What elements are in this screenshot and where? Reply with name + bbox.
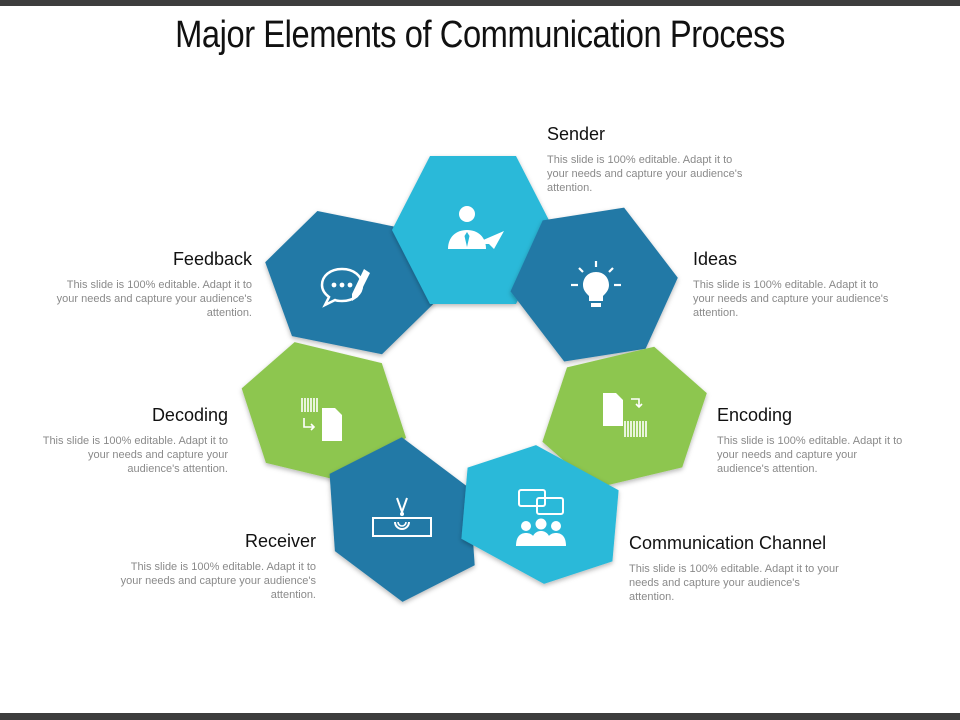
feedback-description: This slide is 100% editable. Adapt it to…: [56, 279, 252, 319]
businessman-paper-plane-icon: [448, 206, 504, 249]
bottom-bar: [0, 713, 960, 720]
hexagon-encoding[interactable]: [542, 346, 707, 489]
hexagon-communication-channel[interactable]: [461, 445, 619, 584]
receiver-description: This slide is 100% editable. Adapt it to…: [120, 561, 316, 601]
antenna-receiver-icon: [372, 497, 432, 537]
hexagon-decoding[interactable]: [241, 342, 406, 484]
label-decoding: Decoding This slide is 100% editable. Ad…: [38, 405, 228, 476]
label-receiver: Receiver This slide is 100% editable. Ad…: [116, 531, 316, 602]
feedback-chat-pencil-icon: [320, 267, 370, 308]
decoding-description: This slide is 100% editable. Adapt it to…: [42, 435, 228, 475]
label-ideas: Ideas This slide is 100% editable. Adapt…: [693, 249, 893, 320]
ideas-description: This slide is 100% editable. Adapt it to…: [693, 279, 889, 319]
top-bar: [0, 0, 960, 6]
feedback-heading: Feedback: [172, 249, 252, 269]
communication-channel-description: This slide is 100% editable. Adapt it to…: [629, 563, 839, 603]
hexagon-shape: [329, 437, 475, 602]
receiver-heading: Receiver: [244, 531, 316, 551]
hexagon-ideas[interactable]: [510, 207, 678, 362]
slide-title: Major Elements of Communication Process: [175, 14, 785, 56]
sender-heading: Sender: [547, 124, 606, 144]
label-feedback: Feedback This slide is 100% editable. Ad…: [52, 249, 252, 320]
hexagon-shape: [392, 156, 554, 304]
hexagon-sender[interactable]: [392, 156, 554, 304]
hexagon-receiver[interactable]: [329, 437, 475, 602]
barcode-to-document-icon: [301, 398, 342, 441]
hexagon-feedback[interactable]: [265, 211, 435, 355]
communication-channel-heading: Communication Channel: [629, 533, 827, 553]
label-sender: Sender This slide is 100% editable. Adap…: [547, 124, 747, 195]
ideas-heading: Ideas: [693, 249, 738, 269]
encoding-description: This slide is 100% editable. Adapt it to…: [717, 435, 903, 475]
lightbulb-icon: [571, 261, 621, 307]
hexagon-shape: [542, 346, 707, 489]
chat-group-icon: [516, 489, 566, 546]
decoding-heading: Decoding: [151, 405, 228, 425]
document-to-barcode-icon: [603, 393, 647, 437]
encoding-heading: Encoding: [717, 405, 793, 425]
sender-description: This slide is 100% editable. Adapt it to…: [547, 154, 743, 194]
label-encoding: Encoding This slide is 100% editable. Ad…: [717, 405, 907, 476]
label-communication-channel: Communication Channel This slide is 100%…: [629, 533, 844, 604]
